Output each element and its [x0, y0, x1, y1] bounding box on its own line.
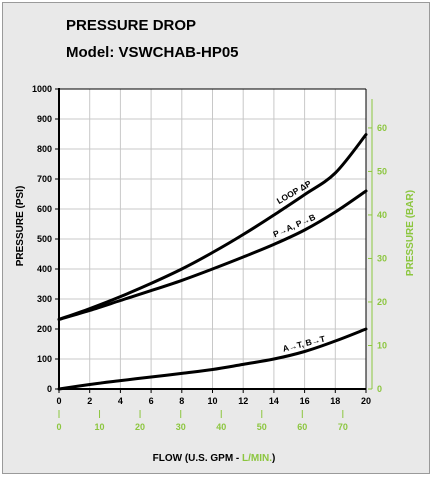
y-tick-label: 600: [37, 204, 52, 214]
y-tick-label: 700: [37, 174, 52, 184]
x-tick-label: 2: [87, 396, 92, 406]
x-tick-label: 18: [330, 396, 340, 406]
y2-axis-label: PRESSURE (BAR): [405, 190, 416, 276]
x2-tick-label: 30: [176, 422, 186, 432]
y-tick-label: 1000: [32, 84, 52, 94]
axes: [55, 88, 373, 418]
y-tick-label: 0: [47, 384, 52, 394]
x2-tick-label: 0: [56, 422, 61, 432]
y2-tick-label: 20: [377, 297, 387, 307]
y2-tick-label: 60: [377, 123, 387, 133]
x-tick-label: 4: [118, 396, 123, 406]
y-tick-label: 800: [37, 144, 52, 154]
y-tick-label: 200: [37, 324, 52, 334]
y2-tick-label: 10: [377, 341, 387, 351]
x-tick-label: 12: [238, 396, 248, 406]
x2-tick-label: 40: [216, 422, 226, 432]
loop-dp-curve: [57, 133, 368, 321]
x2-tick-label: 60: [297, 422, 307, 432]
x2-tick-label: 10: [95, 422, 105, 432]
y-tick-label: 400: [37, 264, 52, 274]
y2-tick-label: 0: [377, 384, 382, 394]
y-tick-label: 900: [37, 114, 52, 124]
x2-tick-label: 20: [135, 422, 145, 432]
x2-tick-label: 50: [257, 422, 267, 432]
y-axis-label: PRESSURE (PSI): [15, 186, 26, 267]
y2-tick-label: 40: [377, 210, 387, 220]
chart-title: PRESSURE DROP: [66, 17, 196, 34]
y-tick-label: 100: [37, 354, 52, 364]
x-tick-label: 8: [179, 396, 184, 406]
x-axis-label: FLOW (U.S. GPM - L/MIN.): [153, 453, 276, 464]
y-tick-label: 500: [37, 234, 52, 244]
chart-subtitle: Model: VSWCHAB-HP05: [66, 44, 239, 61]
p-to-a-b-curve: [57, 189, 368, 321]
x-tick-label: 10: [207, 396, 217, 406]
a-b-to-t-curve: [57, 327, 368, 391]
y2-tick-label: 30: [377, 253, 387, 263]
x-tick-label: 16: [300, 396, 310, 406]
y2-tick-label: 50: [377, 166, 387, 176]
x2-tick-label: 70: [338, 422, 348, 432]
x-tick-label: 0: [56, 396, 61, 406]
series-lines: [57, 133, 368, 391]
x-tick-label: 6: [149, 396, 154, 406]
x-tick-label: 14: [269, 396, 279, 406]
x-tick-label: 20: [361, 396, 371, 406]
y-tick-label: 300: [37, 294, 52, 304]
